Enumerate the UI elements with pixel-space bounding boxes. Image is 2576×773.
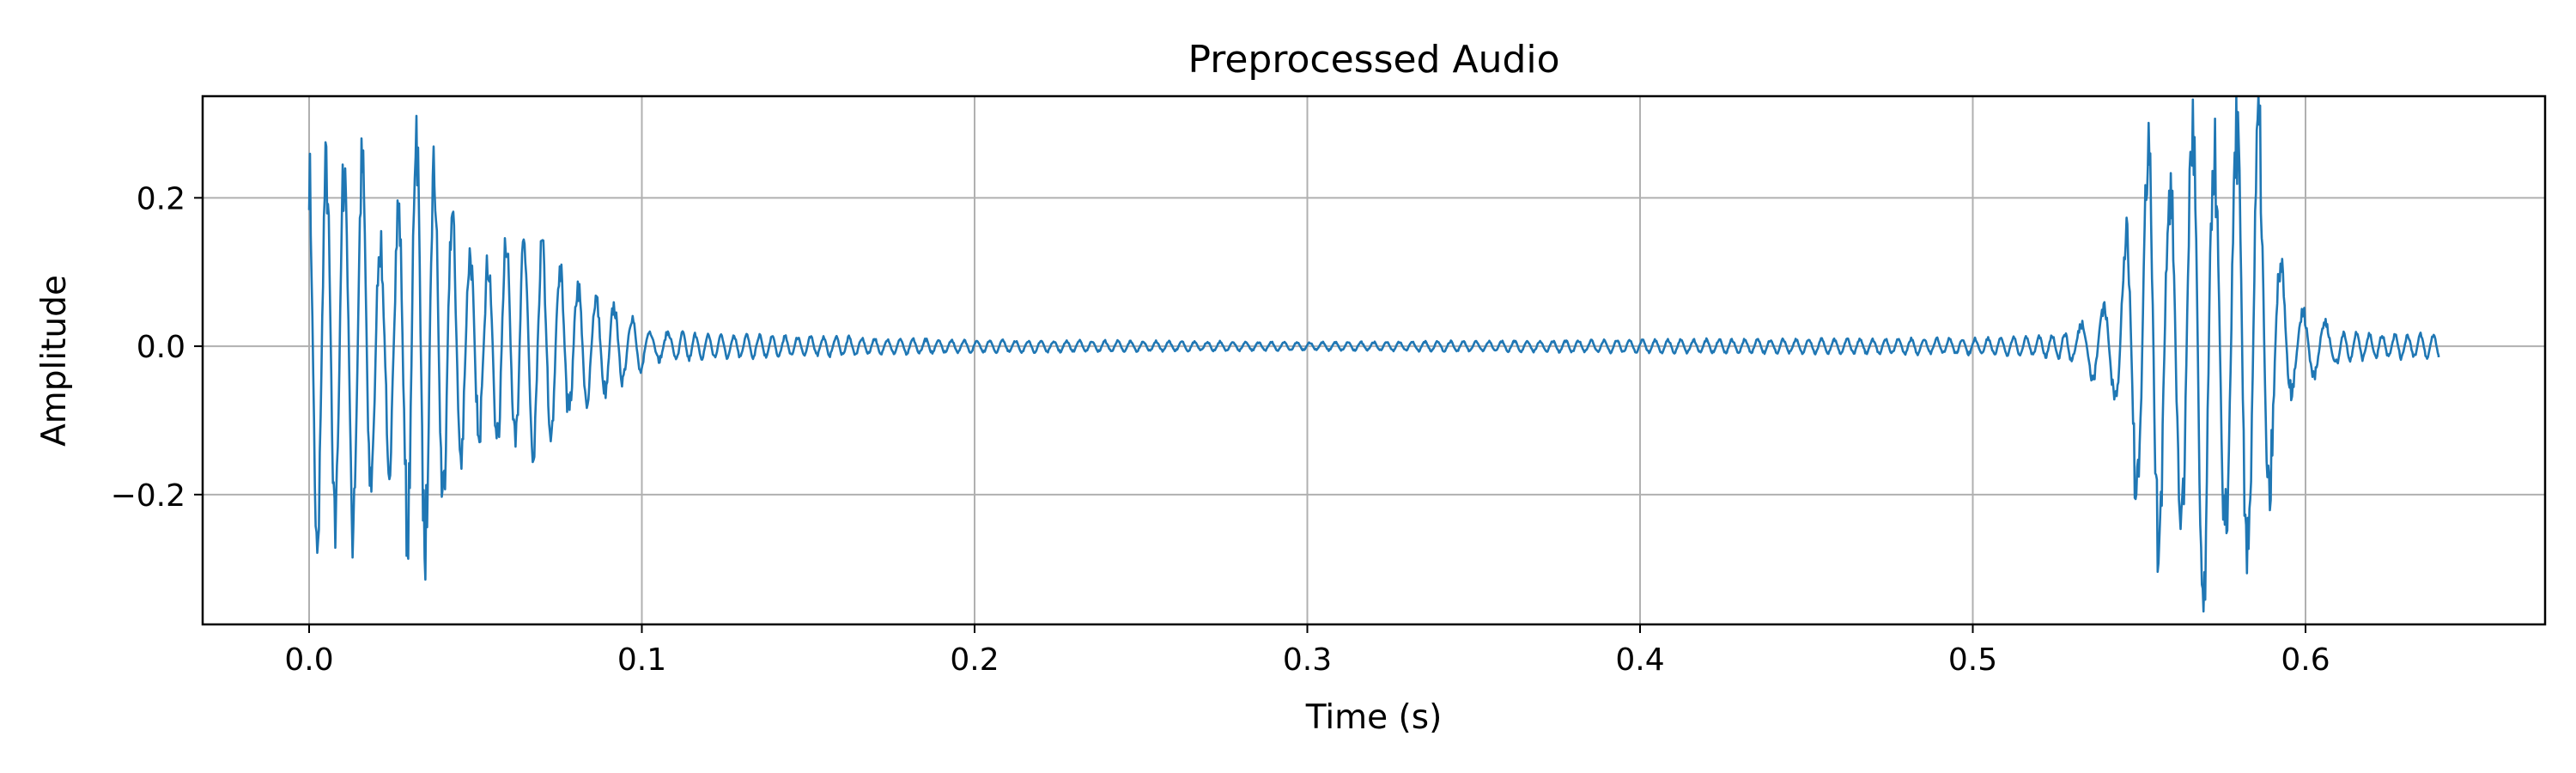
y-tick-label: 0.0 [137, 330, 185, 365]
x-tick-label: 0.5 [1948, 642, 1997, 678]
x-axis-ticks: 0.0 0.1 0.2 0.3 0.4 0.5 0.6 [284, 624, 2330, 678]
x-tick-label: 0.0 [284, 642, 333, 678]
x-tick-label: 0.1 [617, 642, 666, 678]
y-axis-ticks: −0.2 0.0 0.2 [111, 181, 203, 514]
grid [203, 96, 2545, 624]
x-axis-label: Time (s) [1305, 698, 1443, 737]
chart-title: Preprocessed Audio [1188, 38, 1559, 82]
y-axis-label: Amplitude [35, 275, 74, 447]
x-tick-label: 0.6 [2281, 642, 2330, 678]
y-tick-label: −0.2 [111, 478, 185, 514]
x-tick-label: 0.3 [1283, 642, 1332, 678]
y-tick-label: 0.2 [137, 181, 185, 216]
x-tick-label: 0.4 [1615, 642, 1664, 678]
series-line-amplitude [307, 96, 2440, 613]
plot-frame [201, 94, 2547, 626]
x-tick-label: 0.2 [950, 642, 999, 678]
